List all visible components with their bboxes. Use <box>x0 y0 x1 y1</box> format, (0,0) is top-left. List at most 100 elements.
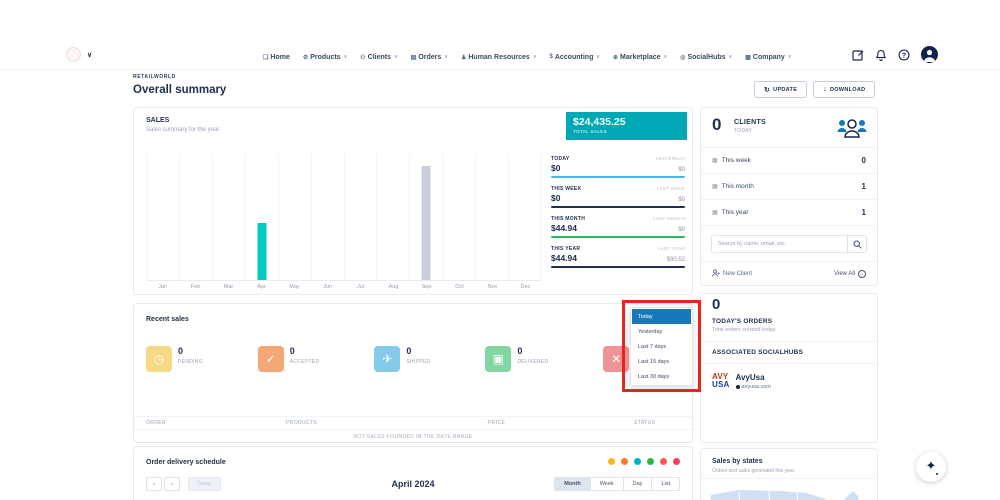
calendar-icon: ▦ <box>712 184 718 190</box>
tile-delivered: ▣ 0 DELIVERED <box>485 346 548 372</box>
workspace-switcher[interactable]: ∨ <box>66 47 92 62</box>
tile-accepted: ✓ 0 ACCEPTED <box>257 346 320 372</box>
dropdown-item-last-30-days[interactable]: Last 30 days <box>638 373 670 380</box>
dollar-icon: $ <box>549 54 553 60</box>
chevron-down-icon: ∨ <box>663 54 668 60</box>
download-button[interactable]: ↓ DOWNLOAD <box>813 81 876 98</box>
chevron-down-icon: ∨ <box>787 54 792 60</box>
dropdown-item-last-15-days[interactable]: Last 15 days <box>638 358 670 365</box>
total-sales-badge: $24,435.25 TOTAL SALES <box>566 112 687 140</box>
chart-bar <box>421 165 431 280</box>
calendar-next-button[interactable]: › <box>164 477 180 491</box>
nav-item-company[interactable]: ▦ Company ∨ <box>745 53 792 61</box>
clients-icon: ⚇ <box>360 54 366 61</box>
compose-icon[interactable] <box>852 49 864 61</box>
globe-icon <box>735 385 740 389</box>
view-day-button[interactable]: Day <box>623 477 653 491</box>
sparkle-icon: ✦ <box>925 458 937 473</box>
total-sales-label: TOTAL SALES <box>573 129 608 134</box>
status-dot <box>660 458 667 465</box>
clipboard-check-icon: ▣ <box>485 346 512 372</box>
sales-by-states-card: Sales by states Orders and sales generat… <box>700 448 878 500</box>
dropdown-item-yesterday[interactable]: Yesterday <box>638 328 663 335</box>
nav-item-orders[interactable]: ▤ Orders ∨ <box>410 53 448 61</box>
clients-subtitle: TODAY <box>734 128 753 134</box>
view-month-button[interactable]: Month <box>554 477 591 491</box>
search-icon <box>853 237 862 252</box>
arrow-right-icon: → <box>858 269 866 278</box>
brand-logo <box>66 47 81 62</box>
recent-sales-title: Recent sales <box>146 316 189 323</box>
person-plus-icon <box>712 268 720 279</box>
page-title: Overall summary <box>133 84 227 96</box>
chevron-down-icon: ∨ <box>444 54 448 60</box>
search-button[interactable] <box>847 236 866 252</box>
update-button[interactable]: ↻ UPDATE <box>754 81 808 98</box>
globe-icon: ⊕ <box>613 54 619 61</box>
bell-icon[interactable] <box>875 49 887 61</box>
clients-count: 0 <box>712 115 722 134</box>
todays-orders-title: TODAY'S ORDERS <box>712 318 773 325</box>
status-dot <box>621 458 628 465</box>
todays-orders-card: 0 TODAY'S ORDERS Total orders created to… <box>700 293 878 443</box>
nav-item-marketplace[interactable]: ⊕ Marketplace ∨ <box>613 53 668 61</box>
socialhub-entry[interactable]: AVY USA AvyUsa avyusa.com <box>712 373 771 390</box>
dropdown-item-last-7-days[interactable]: Last 7 days <box>638 343 667 350</box>
tile-shipped: ✈ 0 SHIPPED <box>374 346 430 372</box>
nav-item-home[interactable]: ❏ Home <box>263 53 290 61</box>
help-icon[interactable]: ? <box>898 48 910 61</box>
client-search-input[interactable] <box>712 236 847 252</box>
socialhub-icon: ◎ <box>680 54 686 61</box>
check-icon: ✓ <box>257 346 284 372</box>
topbar: ∨ ❏ Home ⚙ Products ∨ ⚇ Clients ∨ ▤ Orders ∨ ♟ H… <box>0 44 1000 70</box>
sales-card: SALES Sales summary for the year $24,435… <box>133 107 693 295</box>
total-sales-value: $24,435.25 <box>573 116 626 128</box>
stat-this-month: THIS MONTH LAST MONTH $44.94 $0 <box>551 216 685 238</box>
clients-title: CLIENTS <box>734 119 767 126</box>
clients-card: 0 CLIENTS TODAY ▦ This week 0 ▦ This month… <box>700 107 878 286</box>
nav-item-clients[interactable]: ⚇ Clients ∨ <box>360 53 398 61</box>
chart-bar <box>257 223 267 280</box>
person-icon: ♟ <box>460 54 467 61</box>
view-week-button[interactable]: Week <box>590 477 624 491</box>
products-icon: ⚙ <box>302 54 309 61</box>
status-dot <box>647 458 654 465</box>
sales-stats: TODAY YESTERDAY $0 $0 THIS WEEK LAST WEEK $… <box>551 156 685 276</box>
main-nav: ❏ Home ⚙ Products ∨ ⚇ Clients ∨ ▤ Orders ∨ ♟ Hum… <box>263 44 791 70</box>
dropdown-item-today[interactable]: Today <box>632 309 691 324</box>
schedule-title: Order delivery schedule <box>146 459 226 466</box>
states-subtitle: Orders and sales generated this year <box>712 468 795 474</box>
building-icon: ▦ <box>745 54 751 61</box>
status-legend-dots <box>608 458 680 465</box>
calendar-prev-button[interactable]: ‹ <box>146 477 162 491</box>
socialhubs-title: ASSOCIATED SOCIALHUBS <box>712 349 804 356</box>
todays-orders-count: 0 <box>712 296 721 313</box>
clients-row-week: ▦ This week 0 <box>701 148 877 174</box>
svg-text:?: ? <box>902 52 906 59</box>
nav-item-accounting[interactable]: $ Accounting ∨ <box>549 53 601 61</box>
nav-item-human-resources[interactable]: ♟ Human Resources ∨ <box>460 53 537 61</box>
socialhub-domain-link[interactable]: avyusa.com <box>735 384 771 390</box>
clock-icon: ◷ <box>146 346 172 372</box>
chart-month-labels: Jan Feb Mar Apr May Jun Jul Aug Sep Oct Nov Dec <box>158 284 531 290</box>
client-search <box>711 235 867 253</box>
chevron-down-icon: ∨ <box>728 54 733 60</box>
assistant-fab[interactable]: ✦ <box>916 452 946 482</box>
user-avatar[interactable] <box>921 46 938 63</box>
new-client-link[interactable]: New Client <box>712 268 752 279</box>
clients-row-month: ▦ This month 1 <box>701 174 877 200</box>
view-all-link[interactable]: View All → <box>834 269 866 278</box>
monitor-icon: ❏ <box>263 54 269 61</box>
empty-state-message: NOT SALES FOUNDED IN THE DATE RANGE <box>353 434 473 440</box>
plane-icon: ✈ <box>374 346 401 372</box>
recent-sales-table-header: ORDER PRODUCTS PRICE STATUS <box>134 416 692 430</box>
nav-item-socialhubs[interactable]: ◎ SocialHubs ∨ <box>680 53 733 61</box>
calendar-month-title: April 2024 <box>391 479 435 489</box>
recent-sales-card: Recent sales ◷ 0 PENDING ✓ 0 ACCEPTED ✈ 0 SHIP… <box>133 303 693 443</box>
tile-pending: ◷ 0 PENDING <box>146 346 203 372</box>
sales-card-title: SALES <box>146 117 170 124</box>
nav-item-products[interactable]: ⚙ Products ∨ <box>302 53 348 61</box>
calendar-today-button[interactable]: Today <box>188 477 221 491</box>
view-list-button[interactable]: List <box>652 477 680 491</box>
calendar-icon: ▦ <box>712 158 718 164</box>
